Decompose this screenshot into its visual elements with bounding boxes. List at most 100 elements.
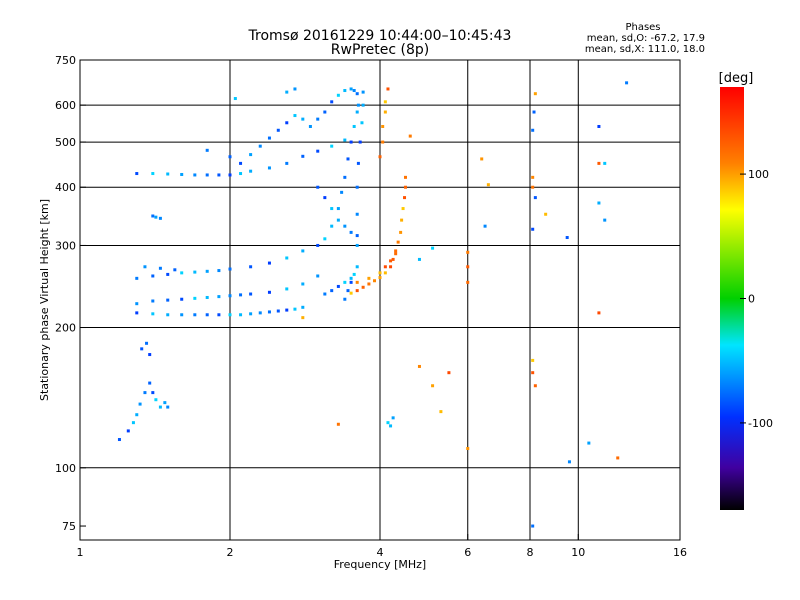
data-point-o — [355, 265, 359, 269]
data-point-x — [383, 271, 387, 275]
data-point-o — [239, 172, 243, 176]
data-point-o — [346, 157, 350, 161]
data-point-o — [343, 138, 347, 142]
data-point-o — [180, 271, 184, 275]
colorbar-tick-label: 100 — [748, 168, 769, 181]
data-point-o — [228, 294, 232, 298]
data-point-o — [143, 265, 147, 269]
data-point-o — [135, 172, 139, 176]
data-point-o — [355, 212, 359, 216]
data-point-x — [531, 358, 535, 362]
data-point-o — [135, 276, 139, 280]
colorbar-tick-label: 0 — [748, 293, 755, 306]
data-point-o — [285, 256, 289, 260]
stats-heading: Phases — [625, 22, 660, 33]
data-point-o — [330, 207, 334, 211]
data-point-x — [531, 175, 535, 179]
data-point-o — [135, 311, 139, 315]
data-point-x — [367, 282, 371, 286]
chart-title: Tromsø 20161229 10:44:00–10:45:43 — [248, 28, 512, 44]
data-point-x — [403, 196, 407, 200]
data-point-x — [544, 212, 548, 216]
data-point-o — [355, 92, 359, 96]
x-tick-label: 6 — [464, 546, 471, 559]
data-point-o — [173, 268, 177, 272]
data-point-x — [383, 110, 387, 114]
data-point-x — [367, 276, 371, 280]
data-point-o — [531, 128, 535, 132]
data-point-o — [151, 214, 155, 218]
data-point-o — [285, 308, 289, 312]
data-point-o — [532, 110, 536, 114]
data-point-o — [258, 144, 262, 148]
stats-x-line: mean, sd,X: 111.0, 18.0 — [585, 44, 705, 55]
stats-o-line: mean, sd,O: -67.2, 17.9 — [587, 33, 705, 44]
data-point-x — [394, 252, 398, 256]
data-point-o — [205, 295, 209, 299]
data-point-o — [352, 89, 356, 93]
colorbar-ticks: 100 0 -100 — [740, 168, 773, 430]
data-point-x — [616, 456, 620, 460]
data-points — [117, 81, 629, 528]
x-tick-label: 10 — [571, 546, 585, 559]
data-point-o — [138, 402, 142, 406]
data-point-o — [360, 121, 364, 125]
data-point-x — [389, 259, 393, 263]
y-axis-label: Stationary phase Virtual Height [km] — [38, 199, 51, 401]
data-point-o — [343, 175, 347, 179]
data-point-o — [233, 97, 237, 101]
data-point-o — [349, 280, 353, 284]
data-point-o — [158, 216, 162, 220]
data-point-o — [625, 81, 629, 85]
data-point-x — [531, 371, 535, 375]
x-axis-label: Frequency [MHz] — [334, 558, 426, 571]
data-point-x — [391, 257, 395, 261]
data-point-o — [180, 313, 184, 317]
data-point-o — [336, 93, 340, 97]
data-point-x — [381, 124, 385, 128]
data-point-o — [249, 265, 253, 269]
data-point-o — [143, 391, 147, 395]
data-point-o — [352, 124, 356, 128]
data-point-o — [567, 460, 571, 464]
data-point-o — [417, 257, 421, 261]
data-point-o — [330, 100, 334, 104]
data-point-o — [285, 90, 289, 94]
data-point-x — [355, 289, 359, 293]
data-point-o — [193, 270, 197, 274]
data-point-o — [193, 313, 197, 317]
data-point-o — [276, 309, 280, 313]
data-point-x — [531, 185, 535, 189]
data-point-o — [239, 313, 243, 317]
data-point-o — [135, 302, 139, 306]
data-point-o — [166, 272, 170, 276]
data-point-x — [361, 285, 365, 289]
data-point-x — [394, 249, 398, 253]
data-point-o — [285, 161, 289, 165]
data-point-x — [349, 291, 353, 295]
data-point-o — [228, 267, 232, 271]
data-point-x — [403, 175, 407, 179]
data-point-o — [267, 310, 271, 314]
data-point-o — [293, 114, 297, 118]
data-point-x — [383, 265, 387, 269]
data-point-o — [531, 227, 535, 231]
data-point-o — [301, 249, 305, 253]
data-point-x — [431, 384, 435, 388]
data-point-x — [533, 92, 537, 96]
data-point-o — [316, 185, 320, 189]
data-point-o — [330, 144, 334, 148]
data-point-o — [349, 276, 353, 280]
data-point-o — [361, 90, 365, 94]
data-point-o — [166, 313, 170, 317]
data-point-x — [466, 447, 470, 451]
data-point-x — [378, 271, 382, 275]
data-point-o — [148, 381, 152, 385]
data-point-o — [249, 312, 253, 316]
data-point-o — [151, 391, 155, 395]
data-point-o — [565, 236, 569, 240]
chart-subtitle: RwPretec (8p) — [331, 42, 429, 58]
data-point-x — [417, 364, 421, 368]
data-point-o — [330, 289, 334, 293]
y-tick-label: 500 — [55, 136, 76, 149]
